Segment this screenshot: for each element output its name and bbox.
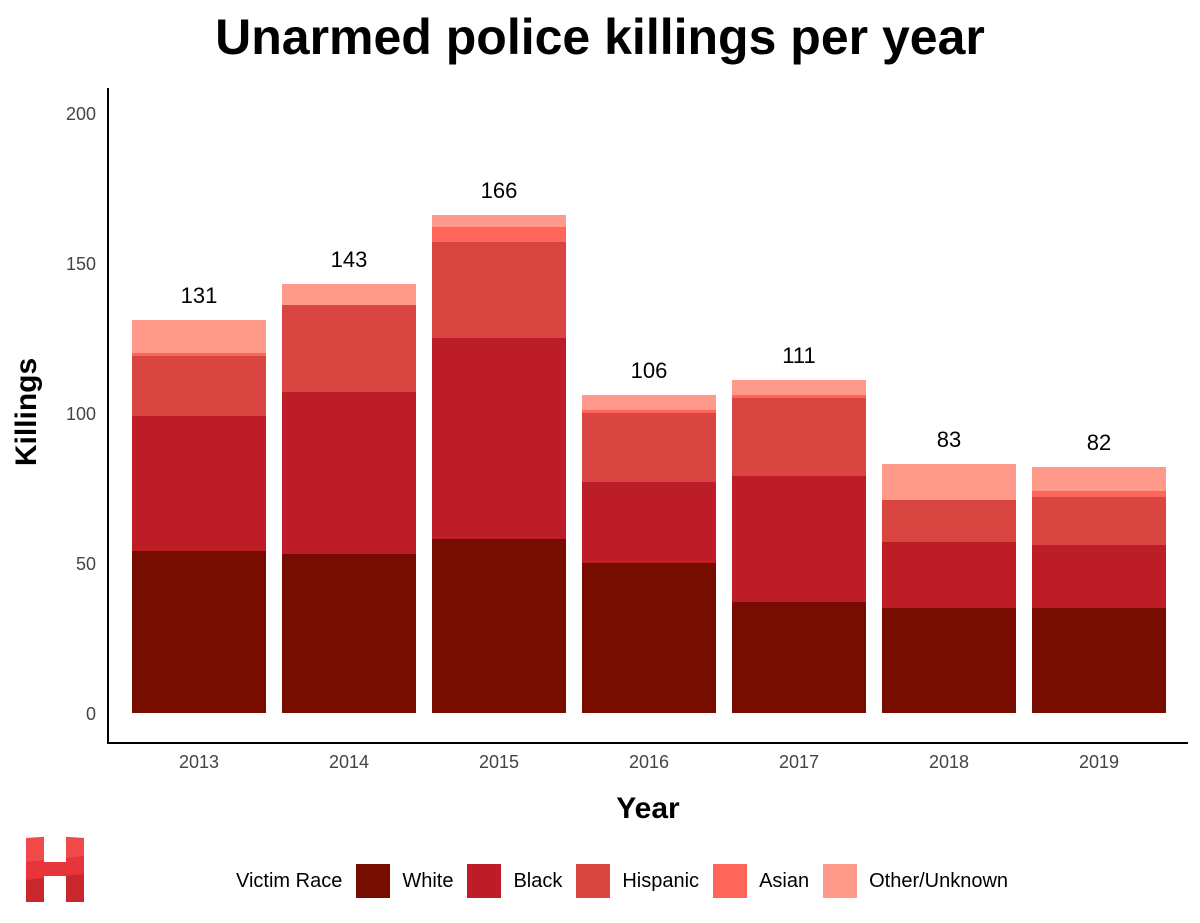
- bar-2019-asian: [1032, 491, 1166, 497]
- bar-2017-other-unknown: [732, 380, 866, 395]
- total-labels: 131 143 166 106 111 83 82: [181, 178, 1112, 455]
- brand-logo: [26, 836, 84, 902]
- x-tick-2019: 2019: [1079, 752, 1119, 772]
- legend-item-black: Black: [467, 864, 562, 898]
- bar-stacks: [132, 215, 1166, 713]
- bar-2018-black: [882, 542, 1016, 608]
- x-tick-2016: 2016: [629, 752, 669, 772]
- bar-2017-white: [732, 602, 866, 713]
- x-axis-title: Year: [616, 792, 680, 825]
- total-label-2019: 82: [1087, 430, 1111, 455]
- bar-2018-white: [882, 608, 1016, 713]
- bar-2014-other-unknown: [282, 284, 416, 305]
- x-tick-2013: 2013: [179, 752, 219, 772]
- legend-item-hispanic: Hispanic: [576, 864, 699, 898]
- total-label-2017: 111: [782, 343, 815, 368]
- y-tick-100: 100: [66, 404, 96, 424]
- bar-2014-white: [282, 554, 416, 713]
- bar-2014-black: [282, 392, 416, 554]
- bar-2018-hispanic: [882, 500, 1016, 542]
- chart-title: Unarmed police killings per year: [215, 9, 985, 65]
- legend-swatch-white: [356, 864, 391, 898]
- bar-2017-asian: [732, 395, 866, 398]
- y-tick-0: 0: [86, 704, 96, 724]
- legend-item-other-unknown: Other/Unknown: [823, 864, 1008, 898]
- y-tick-150: 150: [66, 254, 96, 274]
- legend-label-black: Black: [513, 869, 563, 892]
- total-label-2013: 131: [181, 283, 218, 308]
- bar-2013-other-unknown: [132, 320, 266, 353]
- bar-2016-hispanic: [582, 413, 716, 482]
- bar-2015-asian: [432, 227, 566, 242]
- total-label-2016: 106: [631, 358, 668, 383]
- bar-2015-hispanic: [432, 242, 566, 338]
- x-tick-2018: 2018: [929, 752, 969, 772]
- total-label-2015: 166: [481, 178, 518, 203]
- y-tick-50: 50: [76, 554, 96, 574]
- bar-2019-other-unknown: [1032, 467, 1166, 491]
- legend: Victim Race White Black Hispanic Asian Other…: [236, 860, 1022, 902]
- bar-2019-black: [1032, 545, 1166, 608]
- bar-2013-white: [132, 551, 266, 713]
- bar-2013-hispanic: [132, 356, 266, 416]
- bar-2014-hispanic: [282, 305, 416, 392]
- bar-2019-hispanic: [1032, 497, 1166, 545]
- bar-2017-hispanic: [732, 398, 866, 476]
- bar-2019-white: [1032, 608, 1166, 713]
- x-axis-ticks: 2013 2014 2015 2016 2017 2018 2019: [179, 752, 1119, 772]
- x-tick-2015: 2015: [479, 752, 519, 772]
- legend-label-hispanic: Hispanic: [622, 869, 700, 892]
- y-axis-title: Killings: [10, 358, 43, 466]
- legend-label-asian: Asian: [759, 869, 810, 892]
- y-axis-ticks: 0 50 100 150 200: [66, 104, 96, 724]
- bar-2015-black: [432, 338, 566, 539]
- total-label-2014: 143: [331, 247, 368, 272]
- legend-swatch-hispanic: [576, 864, 611, 898]
- bar-2016-white: [582, 563, 716, 713]
- bar-2016-other-unknown: [582, 395, 716, 410]
- legend-swatch-other-unknown: [823, 864, 858, 898]
- legend-label-white: White: [402, 869, 454, 892]
- legend-swatch-asian: [713, 864, 748, 898]
- legend-item-asian: Asian: [713, 864, 809, 898]
- bar-2018-other-unknown: [882, 464, 1016, 500]
- x-tick-2017: 2017: [779, 752, 819, 772]
- legend-item-white: White: [356, 864, 453, 898]
- legend-label-other-unknown: Other/Unknown: [869, 869, 1009, 892]
- bar-2017-black: [732, 476, 866, 602]
- legend-swatch-black: [467, 864, 502, 898]
- x-tick-2014: 2014: [329, 752, 369, 772]
- bar-2016-asian: [582, 410, 716, 413]
- bar-2016-black: [582, 482, 716, 563]
- bar-2015-white: [432, 539, 566, 713]
- y-tick-200: 200: [66, 104, 96, 124]
- logo-h-icon: [26, 836, 84, 902]
- bar-2013-asian: [132, 353, 266, 356]
- bar-2013-black: [132, 416, 266, 551]
- bar-2015-other-unknown: [432, 215, 566, 227]
- total-label-2018: 83: [937, 427, 961, 452]
- legend-title: Victim Race: [236, 869, 343, 892]
